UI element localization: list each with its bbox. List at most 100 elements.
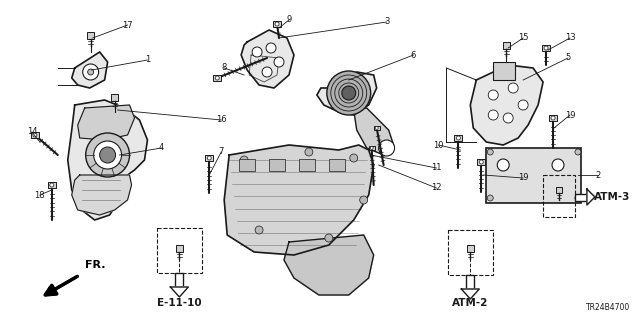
Circle shape xyxy=(33,133,37,137)
Bar xyxy=(467,244,474,251)
Circle shape xyxy=(93,141,122,169)
Polygon shape xyxy=(77,105,134,140)
Text: 10: 10 xyxy=(433,140,444,150)
Bar xyxy=(273,21,281,27)
Text: 9: 9 xyxy=(286,16,292,25)
Polygon shape xyxy=(72,52,108,88)
Circle shape xyxy=(518,100,528,110)
Circle shape xyxy=(255,226,263,234)
Text: TR24B4700: TR24B4700 xyxy=(586,303,630,313)
Text: 13: 13 xyxy=(564,33,575,42)
Bar xyxy=(239,159,255,171)
Text: 19: 19 xyxy=(564,110,575,120)
Circle shape xyxy=(488,90,498,100)
Bar xyxy=(329,159,345,171)
Bar xyxy=(575,194,587,201)
Bar xyxy=(157,228,202,273)
Bar xyxy=(493,62,515,80)
Circle shape xyxy=(479,160,483,164)
Text: 15: 15 xyxy=(518,33,529,42)
Circle shape xyxy=(262,67,272,77)
Circle shape xyxy=(575,195,581,201)
Circle shape xyxy=(487,149,493,155)
Circle shape xyxy=(360,196,368,204)
Circle shape xyxy=(552,159,564,171)
Circle shape xyxy=(240,156,248,164)
Circle shape xyxy=(83,64,99,80)
Circle shape xyxy=(551,116,555,120)
Text: 1: 1 xyxy=(145,56,150,64)
Bar xyxy=(269,159,285,171)
Circle shape xyxy=(215,76,220,80)
Circle shape xyxy=(456,136,460,140)
Circle shape xyxy=(370,146,373,150)
Text: 16: 16 xyxy=(216,115,227,124)
Circle shape xyxy=(88,69,93,75)
Text: 11: 11 xyxy=(431,164,442,173)
Bar xyxy=(369,146,374,150)
Circle shape xyxy=(274,57,284,67)
Text: 19: 19 xyxy=(518,174,529,182)
Bar xyxy=(48,182,56,188)
Bar xyxy=(175,273,183,287)
Polygon shape xyxy=(470,65,543,145)
Circle shape xyxy=(508,83,518,93)
Circle shape xyxy=(252,47,262,57)
Circle shape xyxy=(487,195,493,201)
Text: 4: 4 xyxy=(159,144,164,152)
Circle shape xyxy=(349,154,358,162)
Circle shape xyxy=(325,234,333,242)
Polygon shape xyxy=(72,175,132,215)
Text: ATM-2: ATM-2 xyxy=(452,298,488,308)
Text: FR.: FR. xyxy=(84,260,105,270)
Polygon shape xyxy=(284,235,374,295)
Circle shape xyxy=(575,149,581,155)
Text: E-11-10: E-11-10 xyxy=(157,298,202,308)
Bar xyxy=(467,275,474,289)
Circle shape xyxy=(86,133,129,177)
Polygon shape xyxy=(587,189,595,205)
Bar xyxy=(205,155,213,161)
Polygon shape xyxy=(461,289,479,299)
Text: 14: 14 xyxy=(27,128,37,137)
Polygon shape xyxy=(68,100,147,220)
Polygon shape xyxy=(317,72,377,115)
Bar xyxy=(374,126,380,130)
Text: 5: 5 xyxy=(565,54,571,63)
Polygon shape xyxy=(224,145,374,255)
Bar xyxy=(549,115,557,121)
Circle shape xyxy=(488,110,498,120)
Text: 12: 12 xyxy=(431,183,442,192)
Bar xyxy=(454,135,462,141)
Text: 18: 18 xyxy=(35,190,45,199)
Bar xyxy=(449,230,493,275)
Bar xyxy=(502,41,509,48)
Bar xyxy=(556,187,562,193)
Polygon shape xyxy=(241,30,294,88)
Bar xyxy=(213,75,221,81)
Bar xyxy=(299,159,315,171)
Circle shape xyxy=(100,147,116,163)
Bar xyxy=(31,132,39,138)
Circle shape xyxy=(379,140,395,156)
Circle shape xyxy=(327,71,371,115)
Circle shape xyxy=(50,183,54,187)
Text: ATM-3: ATM-3 xyxy=(594,192,630,202)
Text: 8: 8 xyxy=(221,63,227,72)
Circle shape xyxy=(207,156,211,160)
Text: 17: 17 xyxy=(122,20,133,29)
Bar xyxy=(486,148,581,203)
Circle shape xyxy=(503,113,513,123)
Polygon shape xyxy=(170,287,188,297)
Bar xyxy=(542,45,550,51)
Bar xyxy=(477,159,485,165)
Circle shape xyxy=(544,46,548,50)
Text: 3: 3 xyxy=(384,18,389,26)
Circle shape xyxy=(266,43,276,53)
Bar xyxy=(543,175,575,217)
Circle shape xyxy=(342,86,356,100)
Circle shape xyxy=(305,148,313,156)
Circle shape xyxy=(275,22,279,26)
Polygon shape xyxy=(354,108,394,155)
Bar xyxy=(87,32,94,39)
